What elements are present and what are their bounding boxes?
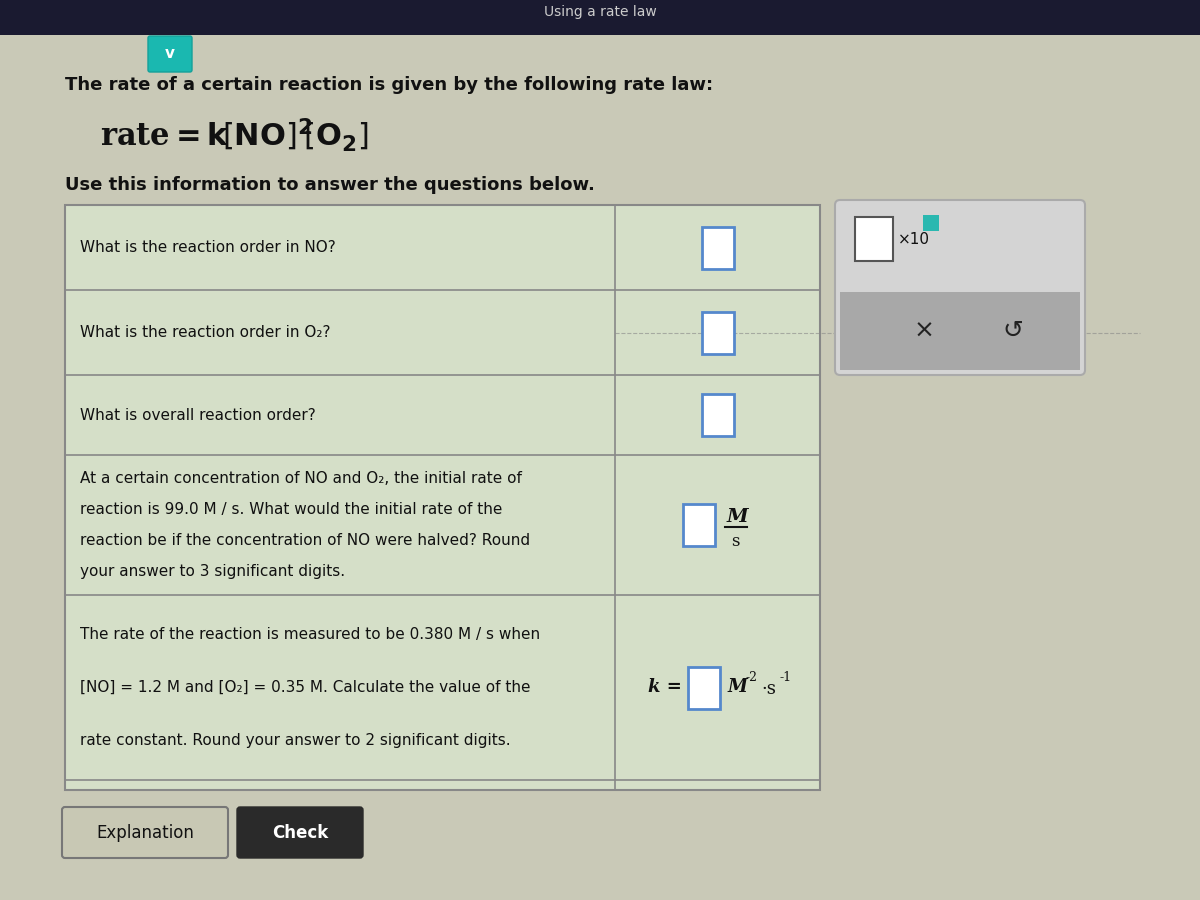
Text: [NO] = 1.2 M and [O₂] = 0.35 M. Calculate the value of the: [NO] = 1.2 M and [O₂] = 0.35 M. Calculat… bbox=[80, 680, 530, 695]
Text: What is the reaction order in NO?: What is the reaction order in NO? bbox=[80, 240, 336, 255]
Bar bbox=[688, 667, 720, 708]
Text: ×: × bbox=[913, 319, 935, 343]
Text: k =: k = bbox=[648, 679, 682, 697]
FancyBboxPatch shape bbox=[835, 200, 1085, 375]
Text: The rate of a certain reaction is given by the following rate law:: The rate of a certain reaction is given … bbox=[65, 76, 713, 94]
Text: -2: -2 bbox=[745, 671, 757, 684]
FancyBboxPatch shape bbox=[62, 807, 228, 858]
Text: ↺: ↺ bbox=[1002, 319, 1024, 343]
Bar bbox=[840, 292, 1080, 370]
Text: ×10: ×10 bbox=[898, 232, 930, 248]
Bar bbox=[854, 217, 893, 261]
Bar bbox=[702, 227, 733, 268]
Text: M: M bbox=[727, 679, 748, 697]
Text: v: v bbox=[166, 47, 175, 61]
Bar bbox=[702, 394, 733, 436]
Text: Explanation: Explanation bbox=[96, 824, 194, 842]
Text: rate$\mathbf{=k\!\left[NO\right]^{2}\!\!\left[O_{2}\right]}$: rate$\mathbf{=k\!\left[NO\right]^{2}\!\!… bbox=[100, 116, 368, 154]
FancyBboxPatch shape bbox=[148, 36, 192, 72]
Text: s: s bbox=[731, 533, 739, 550]
Bar bbox=[683, 504, 714, 546]
Bar bbox=[0, 0, 1200, 35]
FancyBboxPatch shape bbox=[238, 807, 364, 858]
Text: reaction be if the concentration of NO were halved? Round: reaction be if the concentration of NO w… bbox=[80, 533, 530, 548]
Bar bbox=[923, 215, 940, 231]
Text: Check: Check bbox=[272, 824, 328, 842]
Text: ·s: ·s bbox=[762, 680, 776, 698]
Text: The rate of the reaction is measured to be 0.380 M / s when: The rate of the reaction is measured to … bbox=[80, 627, 540, 642]
Text: Using a rate law: Using a rate law bbox=[544, 5, 656, 19]
Text: M: M bbox=[726, 508, 748, 526]
Text: At a certain concentration of NO and O₂, the initial rate of: At a certain concentration of NO and O₂,… bbox=[80, 471, 522, 486]
Text: Use this information to answer the questions below.: Use this information to answer the quest… bbox=[65, 176, 595, 194]
Text: What is overall reaction order?: What is overall reaction order? bbox=[80, 408, 316, 422]
Text: reaction is 99.0 M / s. What would the initial rate of the: reaction is 99.0 M / s. What would the i… bbox=[80, 502, 503, 517]
Text: your answer to 3 significant digits.: your answer to 3 significant digits. bbox=[80, 564, 346, 580]
Bar bbox=[65, 205, 820, 790]
Text: What is the reaction order in O₂?: What is the reaction order in O₂? bbox=[80, 325, 330, 340]
Bar bbox=[702, 311, 733, 354]
Text: -1: -1 bbox=[780, 671, 792, 684]
Text: rate constant. Round your answer to 2 significant digits.: rate constant. Round your answer to 2 si… bbox=[80, 733, 511, 748]
